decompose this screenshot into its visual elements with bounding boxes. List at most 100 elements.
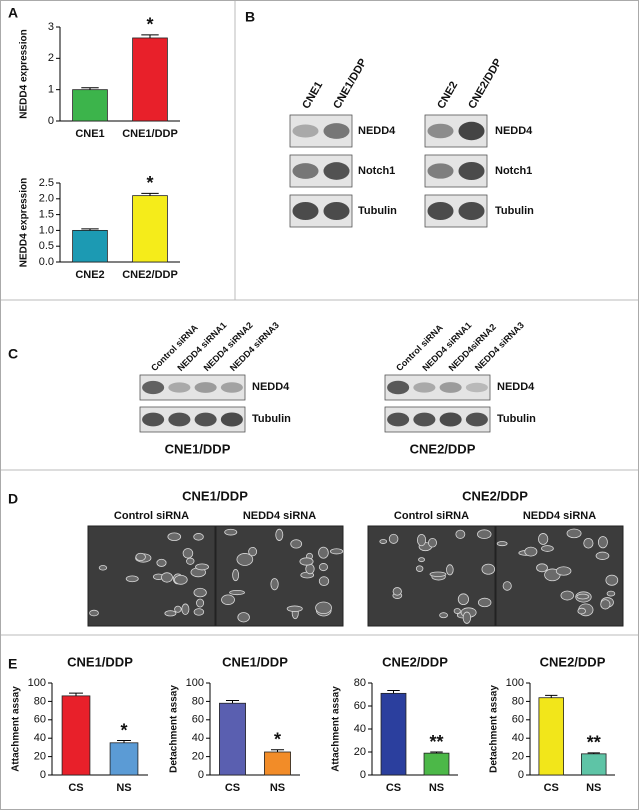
- blot-band: [465, 382, 488, 393]
- blot-band: [292, 124, 319, 138]
- cell: [388, 533, 399, 544]
- blot-band: [323, 201, 350, 221]
- x-tick-label: NS: [429, 782, 444, 794]
- cell: [605, 574, 619, 586]
- y-axis-label: Detachment assay: [169, 685, 180, 773]
- bar: [264, 751, 291, 776]
- y-tick-label: 40: [512, 732, 524, 744]
- cell: [415, 565, 424, 572]
- y-tick-label: 40: [354, 723, 366, 735]
- chart-title: CNE1/DDP: [222, 654, 288, 669]
- cell: [538, 533, 549, 545]
- panel-label: C: [8, 346, 18, 362]
- cell: [496, 541, 508, 547]
- y-tick-label: 0: [518, 769, 524, 781]
- group-label: CNE2/DDP: [410, 441, 476, 456]
- cell: [595, 551, 610, 560]
- cell: [98, 565, 108, 571]
- y-tick-label: 40: [34, 732, 46, 744]
- y-tick-label: 2.5: [39, 177, 54, 189]
- cell: [524, 546, 538, 557]
- chart-title: CNE2/DDP: [382, 654, 448, 669]
- cell: [379, 539, 388, 544]
- blot-band: [458, 161, 485, 181]
- cell: [125, 575, 139, 583]
- y-tick-label: 0: [198, 769, 204, 781]
- x-tick-label: CS: [225, 782, 240, 794]
- y-axis-label: Attachment assay: [11, 686, 22, 772]
- row-label: Tubulin: [252, 413, 291, 425]
- bar: [219, 702, 246, 776]
- cell: [576, 593, 590, 600]
- cell: [229, 589, 245, 596]
- y-tick-label: 80: [512, 695, 524, 707]
- y-tick-label: 80: [34, 695, 46, 707]
- panel-label: D: [8, 491, 18, 507]
- cell: [541, 545, 554, 552]
- cell: [455, 529, 466, 539]
- y-tick-label: 80: [354, 677, 366, 689]
- blot-band: [168, 382, 191, 393]
- cell: [315, 601, 332, 615]
- error-bar: [117, 740, 131, 743]
- cell: [195, 563, 209, 571]
- cell: [416, 533, 427, 547]
- cell: [318, 546, 329, 559]
- blot-band: [292, 201, 319, 221]
- cell: [577, 607, 586, 615]
- row-label: Tubulin: [358, 205, 397, 217]
- cell: [174, 574, 188, 585]
- y-axis-label: Detachment assay: [489, 685, 500, 773]
- cell: [193, 608, 205, 616]
- y-tick-label: 1: [48, 84, 54, 96]
- blot-band: [220, 382, 243, 393]
- error-bar: [81, 87, 99, 90]
- x-tick-label: CNE2: [75, 269, 104, 281]
- cell: [318, 576, 330, 587]
- cell: [286, 605, 303, 612]
- cell: [299, 557, 314, 566]
- row-label: Tubulin: [495, 205, 534, 217]
- cell: [156, 558, 167, 567]
- bar: [72, 229, 108, 263]
- cell: [135, 552, 146, 562]
- significance-mark: *: [146, 173, 153, 193]
- blot-band: [194, 412, 217, 427]
- error-bar: [270, 749, 285, 752]
- x-tick-label: CS: [544, 782, 559, 794]
- cell: [392, 587, 402, 596]
- error-bar: [545, 694, 558, 698]
- blot-band: [439, 412, 462, 427]
- cell: [232, 569, 240, 582]
- cell: [193, 533, 204, 541]
- cell: [566, 528, 582, 539]
- cell: [275, 528, 284, 541]
- row-label: NEDD4: [495, 125, 533, 137]
- y-axis-label: Attachment assay: [331, 686, 342, 772]
- cell: [161, 572, 173, 583]
- group-label: CNE1/DDP: [165, 441, 231, 456]
- significance-mark: **: [429, 732, 443, 752]
- cell: [164, 610, 177, 617]
- cell: [290, 539, 303, 549]
- cell: [583, 538, 594, 549]
- blot-band: [413, 382, 436, 393]
- blot-band: [323, 162, 350, 180]
- blot-band: [220, 412, 243, 427]
- blot-band: [387, 380, 410, 395]
- blot-band: [439, 382, 462, 393]
- y-tick-label: 60: [34, 714, 46, 726]
- y-tick-label: 100: [28, 677, 46, 689]
- y-tick-label: 100: [506, 677, 524, 689]
- cell: [418, 557, 425, 563]
- blot-band: [465, 412, 488, 427]
- cell: [429, 571, 447, 577]
- blot-band: [427, 123, 454, 139]
- error-bar: [225, 699, 240, 704]
- x-tick-label: NS: [116, 782, 131, 794]
- cell: [186, 557, 195, 565]
- x-tick-label: CNE1: [75, 128, 104, 140]
- blot-band: [292, 163, 319, 179]
- cell: [457, 593, 469, 606]
